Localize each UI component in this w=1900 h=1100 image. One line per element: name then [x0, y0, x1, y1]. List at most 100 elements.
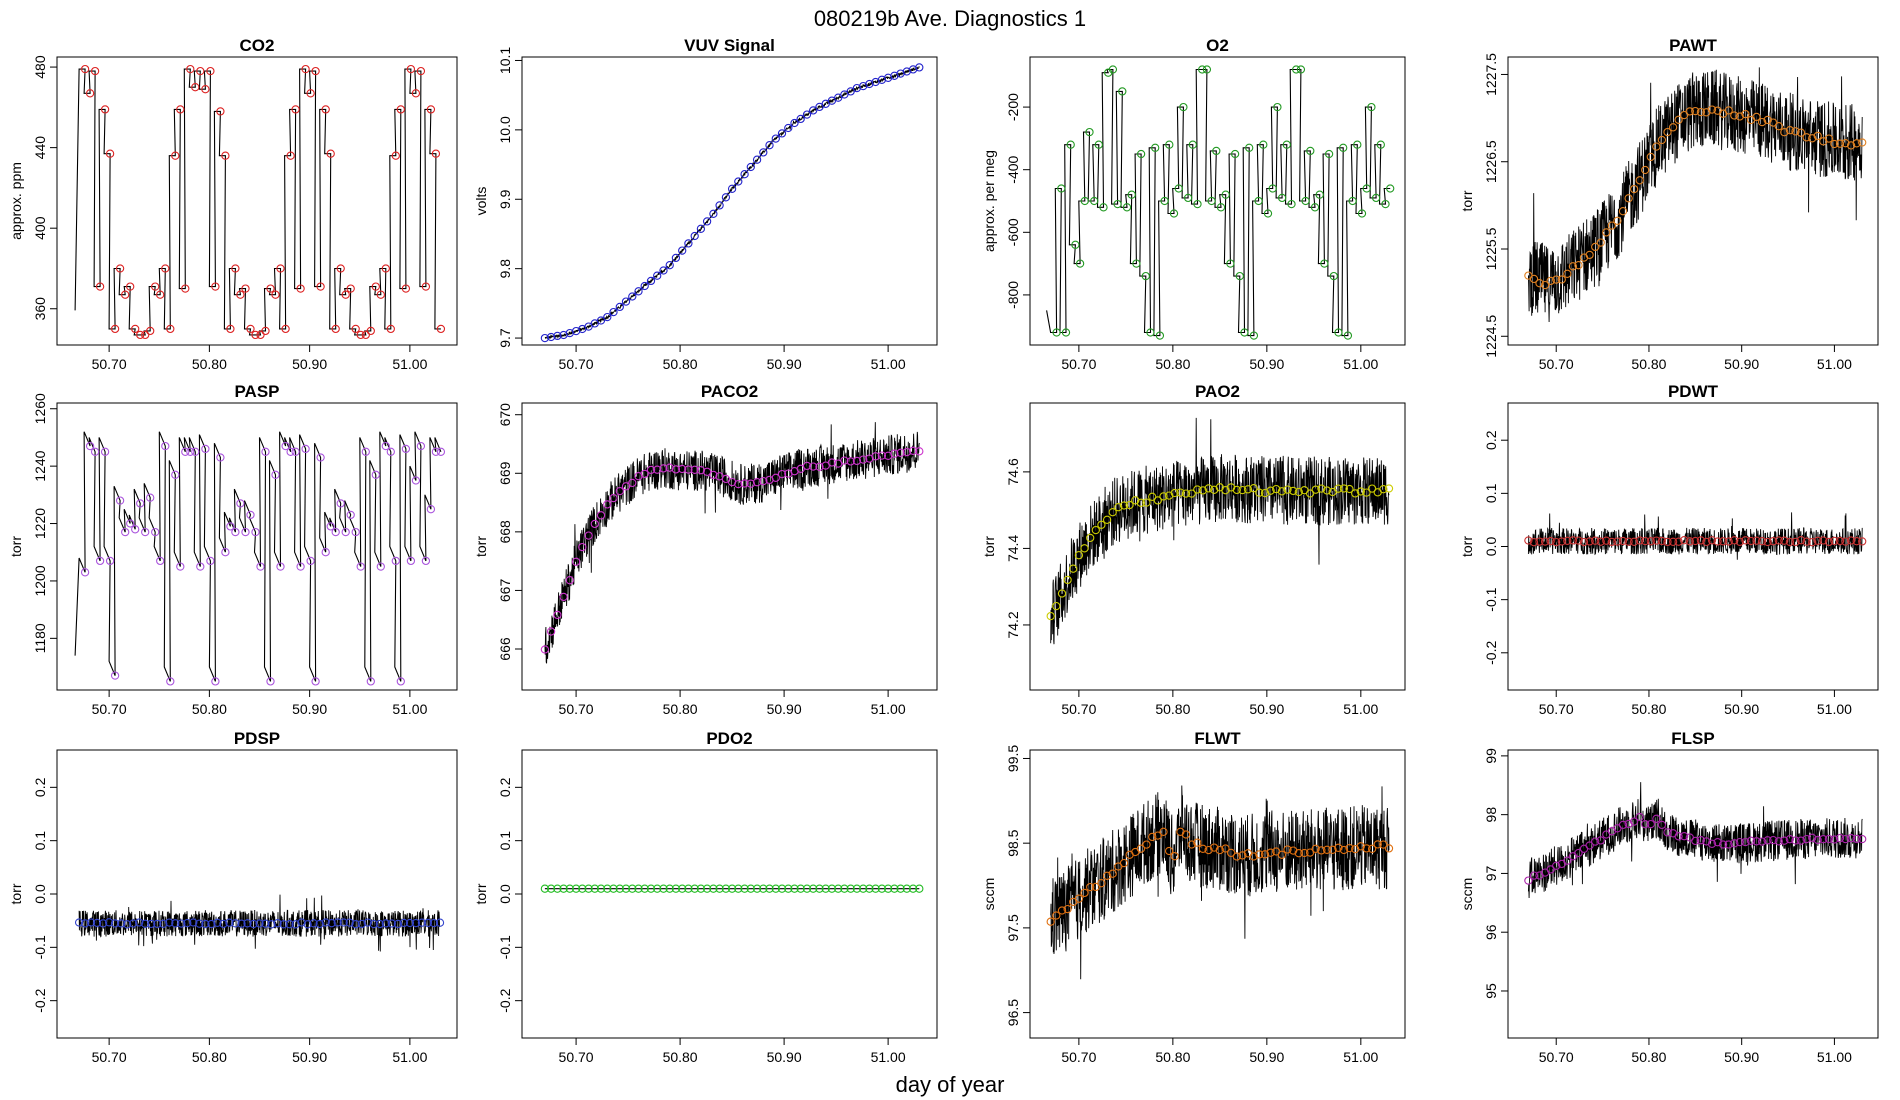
data-point — [216, 107, 225, 116]
data-point — [615, 302, 624, 312]
data-point — [1386, 184, 1395, 193]
panel-vuv-signal: 50.70 50.80 50.90 51.00 9.7 9.8 9.9 10.0 10.1 vol… — [473, 36, 938, 372]
data-point — [255, 919, 264, 928]
data-point — [1249, 852, 1258, 861]
data-point — [411, 918, 421, 928]
y-tick-label: 0.1 — [32, 831, 48, 851]
x-axis: 50.70 50.80 50.90 51.00 — [1539, 345, 1852, 372]
panel-title: VUV Signal — [684, 36, 775, 55]
data-point — [1174, 184, 1183, 193]
data-point — [387, 919, 396, 928]
data-point — [1232, 852, 1241, 861]
x-tick-label: 50.80 — [1155, 1049, 1190, 1065]
data-point — [211, 282, 220, 291]
panel-title: CO2 — [240, 36, 275, 55]
data-point — [1707, 839, 1717, 848]
data-point — [1086, 882, 1095, 892]
x-tick-label: 50.90 — [767, 356, 802, 372]
data-point — [195, 919, 204, 928]
data-point — [177, 919, 186, 928]
data-point — [1724, 537, 1733, 546]
y-tick-label: -0.1 — [32, 935, 48, 959]
data-point — [301, 64, 310, 74]
data-point — [1300, 848, 1309, 858]
panel-average-points — [540, 446, 924, 654]
data-point — [1052, 911, 1061, 920]
data-point — [421, 282, 431, 291]
y-tick-label: 1200 — [32, 565, 48, 596]
data-point — [246, 324, 255, 334]
data-point — [176, 562, 185, 571]
data-point — [1362, 844, 1371, 853]
data-point — [115, 496, 125, 505]
data-trace — [1527, 67, 1863, 323]
data-point — [596, 884, 606, 893]
data-point — [1193, 838, 1202, 847]
data-point — [1108, 65, 1118, 74]
x-axis: 50.70 50.80 50.90 51.00 — [559, 690, 906, 717]
x-tick-label: 50.70 — [559, 701, 594, 717]
x-tick-label: 51.00 — [1343, 356, 1378, 372]
data-point — [1585, 250, 1594, 260]
data-point — [1646, 819, 1655, 829]
data-point — [1260, 488, 1270, 498]
data-point — [1384, 484, 1394, 493]
data-point — [1707, 105, 1717, 114]
data-point — [1685, 537, 1694, 546]
data-point — [671, 465, 681, 474]
data-point — [356, 330, 365, 340]
data-point — [553, 884, 562, 893]
data-point — [146, 493, 155, 502]
data-trace — [78, 894, 441, 952]
data-point — [1774, 837, 1783, 846]
data-point — [1696, 536, 1706, 545]
data-point — [1142, 498, 1151, 507]
data-point — [1691, 836, 1700, 846]
data-point — [241, 284, 250, 293]
data-point — [696, 884, 706, 893]
data-point — [802, 884, 812, 893]
data-point — [1568, 262, 1578, 271]
data-point — [315, 919, 324, 929]
data-trace — [544, 66, 920, 341]
panel-pdsp: 50.70 50.80 50.90 51.00 -0.2 -0.1 0.0 0.1 0.2 tor… — [8, 729, 458, 1065]
data-point — [646, 465, 656, 475]
data-point — [1181, 489, 1191, 498]
data-point — [777, 129, 787, 138]
data-point — [696, 224, 706, 233]
data-point — [1127, 190, 1136, 199]
data-point — [1232, 485, 1241, 495]
data-point — [1813, 835, 1822, 845]
data-point — [1629, 817, 1639, 826]
data-point — [615, 486, 624, 496]
x-tick-label: 50.80 — [192, 1049, 227, 1065]
y-tick-label: -0.2 — [497, 988, 513, 1012]
x-tick-label: 51.00 — [871, 1049, 906, 1065]
data-point — [759, 148, 768, 157]
data-point — [1552, 537, 1561, 547]
data-point — [1652, 142, 1661, 151]
y-tick-label: 1260 — [32, 393, 48, 424]
data-point — [678, 884, 687, 893]
data-point — [1785, 126, 1795, 135]
data-point — [603, 884, 612, 893]
x-axis: 50.70 50.80 50.90 51.00 — [92, 345, 428, 372]
data-point — [1591, 837, 1600, 846]
data-point — [603, 312, 612, 322]
data-point — [1283, 845, 1292, 854]
data-point — [1097, 520, 1106, 529]
data-point — [221, 151, 230, 160]
data-point — [361, 447, 370, 456]
data-point — [357, 919, 366, 929]
data-point — [1741, 837, 1750, 847]
data-point — [301, 444, 310, 454]
data-point — [1277, 487, 1287, 496]
data-point — [1618, 536, 1628, 546]
data-point — [659, 464, 668, 473]
x-tick-label: 50.70 — [92, 356, 127, 372]
data-point — [1259, 140, 1268, 149]
data-point — [1607, 537, 1617, 547]
x-tick-label: 51.00 — [871, 356, 906, 372]
data-point — [790, 884, 799, 893]
data-point — [777, 884, 787, 893]
